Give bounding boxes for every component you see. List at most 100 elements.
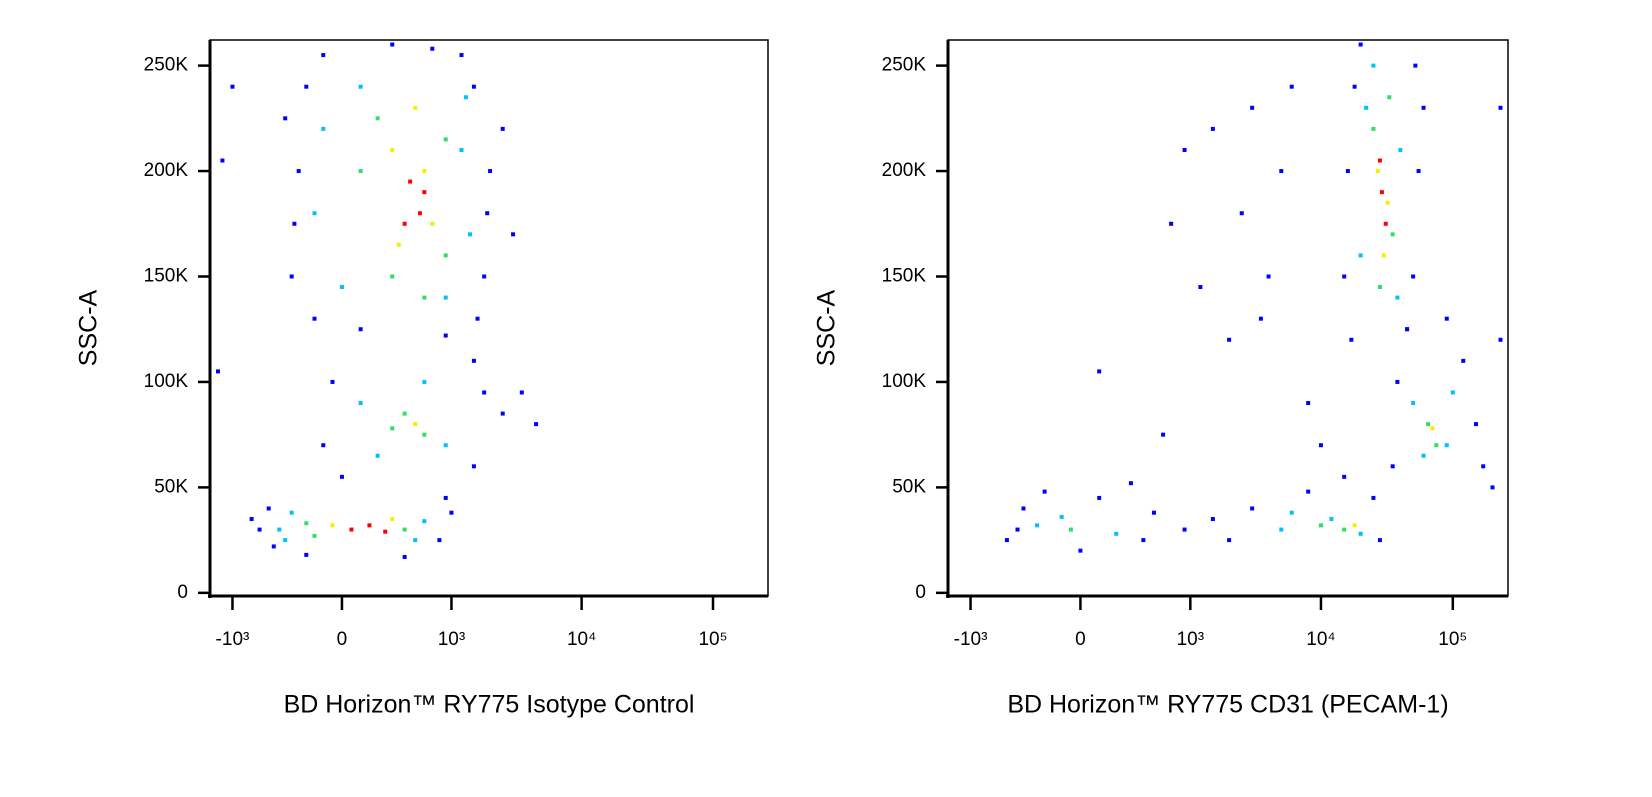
dot: [1141, 538, 1146, 543]
dot: [358, 169, 363, 174]
dot: [1227, 538, 1232, 543]
dot: [519, 390, 524, 395]
dot: [1375, 169, 1380, 174]
dot: [1306, 489, 1311, 494]
y-tick-label: 150K: [882, 266, 927, 287]
dot: [422, 432, 427, 437]
dot: [402, 554, 407, 559]
dot: [475, 316, 480, 321]
dot: [430, 221, 435, 226]
dot: [257, 527, 262, 532]
dot: [1381, 253, 1386, 258]
dot: [321, 53, 326, 58]
x-tick-label: -10³: [954, 629, 988, 650]
dot: [304, 84, 309, 89]
dot: [1342, 474, 1347, 479]
dot: [1377, 158, 1382, 163]
dot: [390, 274, 395, 279]
dot: [1210, 126, 1215, 131]
dot: [283, 116, 288, 121]
dot: [413, 538, 418, 543]
dot: [266, 506, 271, 511]
x-tick-label: 0: [337, 629, 348, 650]
dot: [321, 126, 326, 131]
dot: [1342, 274, 1347, 279]
dot: [249, 517, 254, 522]
dot: [1015, 527, 1020, 532]
dot: [1034, 523, 1039, 528]
dot: [443, 137, 448, 142]
dot: [443, 295, 448, 300]
dot: [482, 390, 487, 395]
dot: [1318, 523, 1323, 528]
dot: [500, 126, 505, 131]
dot: [430, 46, 435, 51]
y-tick-label: 0: [177, 582, 188, 603]
dot: [1042, 489, 1047, 494]
dot: [511, 232, 516, 237]
plot-frame: [947, 39, 1509, 597]
dot: [358, 84, 363, 89]
dot: [339, 285, 344, 290]
dot: [1426, 422, 1431, 427]
dot: [1097, 369, 1102, 374]
dot: [1498, 337, 1503, 342]
dot: [402, 527, 407, 532]
dot: [1059, 514, 1064, 519]
dot: [375, 116, 380, 121]
dot: [1258, 316, 1263, 321]
dot: [1345, 169, 1350, 174]
dot: [1461, 358, 1466, 363]
dot: [485, 211, 490, 216]
dot: [1390, 232, 1395, 237]
dot: [422, 190, 427, 195]
dot: [422, 169, 427, 174]
dot: [402, 411, 407, 416]
dot: [1390, 464, 1395, 469]
dot: [1161, 432, 1166, 437]
dot: [1210, 517, 1215, 522]
dot: [375, 453, 380, 458]
dot: [471, 358, 476, 363]
plot-frame: [209, 39, 769, 597]
y-tick-label: 50K: [892, 476, 926, 497]
dot: [422, 295, 427, 300]
dot: [1198, 285, 1203, 290]
dot: [1169, 221, 1174, 226]
y-tick-label: 250K: [144, 55, 189, 76]
dot: [1421, 453, 1426, 458]
dot: [312, 316, 317, 321]
dot: [417, 211, 422, 216]
dot: [230, 84, 235, 89]
dot: [271, 544, 276, 549]
y-tick-label: 0: [915, 582, 926, 603]
dot: [330, 379, 335, 384]
dot: [330, 523, 335, 528]
dot: [468, 232, 473, 237]
dot: [349, 527, 354, 532]
dot: [1358, 42, 1363, 47]
dot: [1306, 401, 1311, 406]
dot: [459, 147, 464, 152]
y-axis-title: SSC-A: [75, 289, 103, 366]
dot: [1498, 105, 1503, 110]
dot: [1371, 63, 1376, 68]
dot: [1481, 464, 1486, 469]
dot: [1289, 84, 1294, 89]
dot: [396, 242, 401, 247]
dot: [289, 510, 294, 515]
dot: [1128, 481, 1133, 486]
x-tick-label: 10⁵: [1438, 629, 1467, 650]
dot: [422, 379, 427, 384]
dot: [459, 53, 464, 58]
dot: [1379, 190, 1384, 195]
dot: [1444, 316, 1449, 321]
dot: [408, 179, 413, 184]
dot: [304, 552, 309, 557]
y-tick-label: 50K: [154, 476, 188, 497]
dot: [1266, 274, 1271, 279]
dot: [215, 369, 220, 374]
y-tick-label: 200K: [144, 160, 189, 181]
dot: [321, 443, 326, 448]
